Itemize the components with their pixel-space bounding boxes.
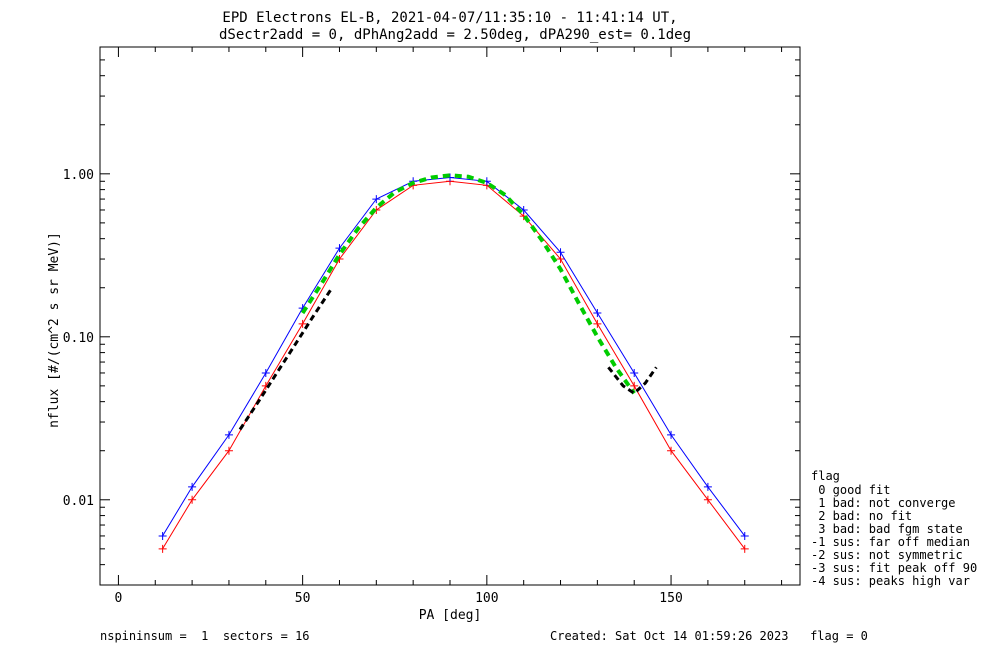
plot-area [158,173,749,553]
series-point [593,308,602,317]
footer-right-text: Created: Sat Oct 14 01:59:26 2023 flag =… [550,629,868,643]
symmetric-fit-curve [238,286,334,431]
x-tick-label: 50 [295,591,311,606]
series-point [556,248,565,257]
series-point [188,495,197,504]
series-point [740,531,749,540]
series-point [158,544,167,553]
series-point [158,531,167,540]
chart-marks [158,173,749,553]
fit-curve [300,173,636,395]
series-point [261,368,270,377]
x-tick-label: 150 [659,591,682,606]
chart-subtitle: dSectr2add = 0, dPhAng2add = 2.50deg, dP… [219,27,691,43]
series-point [224,446,233,455]
series-point [224,430,233,439]
series-point [298,319,307,328]
legend-item: -4 sus: peaks high var [811,574,970,588]
y-axis-label: nflux [#/(cm^2 s sr MeV)] [47,232,62,428]
legend-item: 1 bad: not converge [811,496,956,510]
series-point [740,544,749,553]
y-tick-label: 0.10 [63,331,94,346]
series-point [703,495,712,504]
legend-title: flag [811,469,840,483]
chart-axes: 0 50 100 150 0.01 0.10 1.00 [63,46,801,606]
series-point [372,195,381,204]
symmetric-fit-curve [607,366,658,396]
series-point [667,446,676,455]
footer-left-text: nspininsum = 1 sectors = 16 [100,629,310,643]
legend-item: 2 bad: no fit [811,509,912,523]
legend-item: 3 bad: bad fgm state [811,522,963,536]
x-tick-label: 0 [115,591,123,606]
legend-item: -1 sus: far off median [811,535,970,549]
x-tick-label: 100 [475,591,498,606]
series-point [556,255,565,264]
series-point [630,381,639,390]
legend-item: -3 sus: fit peak off 90 [811,561,977,575]
x-axis-label: PA [deg] [419,608,482,623]
y-tick-label: 1.00 [63,168,94,183]
series-point [703,482,712,491]
series-point [667,430,676,439]
flag-legend: flag 0 good fit 1 bad: not converge 2 ba… [811,469,977,588]
series-point [593,319,602,328]
y-tick-label: 0.01 [63,494,94,509]
legend-item: -2 sus: not symmetric [811,548,963,562]
series-point [630,368,639,377]
series-point [188,482,197,491]
chart-title: EPD Electrons EL-B, 2021-04-07/11:35:10 … [222,10,677,26]
legend-item: 0 good fit [811,483,890,497]
